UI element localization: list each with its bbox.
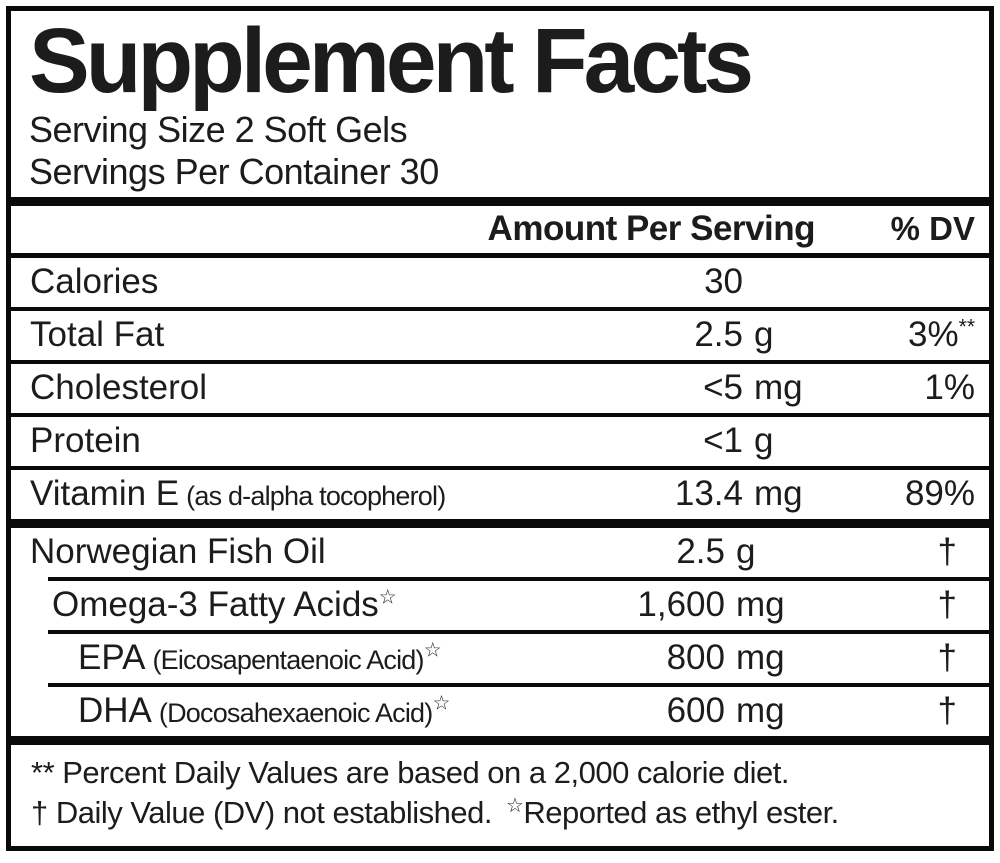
supplement-facts-panel: Supplement Facts Serving Size 2 Soft Gel… <box>6 6 994 851</box>
nutrient-label: Protein <box>11 421 623 461</box>
table-row-cholesterol: Cholesterol <5 mg 1% <box>11 364 989 413</box>
amount-unit: mg <box>736 585 785 625</box>
amount-value: 13.4 <box>674 474 743 514</box>
nutrient-label: Omega-3 Fatty Acids☆ <box>11 585 605 625</box>
row-divider-indented <box>48 629 989 634</box>
serving-size-text: Serving Size 2 Soft Gels <box>29 108 408 150</box>
nutrient-name: EPA <box>78 638 146 678</box>
nutrient-label: Calories <box>11 262 623 302</box>
footnote-daily-values: ** Percent Daily Values are based on a 2… <box>31 754 789 790</box>
star-footnote-marker: ☆ <box>378 586 397 609</box>
star-footnote-marker: ☆ <box>432 692 451 715</box>
table-row-norwegian-fish-oil: Norwegian Fish Oil 2.5 g † <box>11 528 989 577</box>
nutrient-name: Cholesterol <box>30 368 208 408</box>
amount-unit: mg <box>736 638 785 678</box>
nutrient-source-note: (Docosahexaenoic Acid) <box>158 698 433 729</box>
amount-value: 2.5 <box>694 315 743 355</box>
table-row-vitamin-e: Vitamin E (as d-alpha tocopherol) 13.4 mg… <box>11 470 989 519</box>
amount-unit: g <box>754 315 774 355</box>
nutrient-name: Omega-3 Fatty Acids <box>52 585 379 625</box>
star-footnote-marker: ☆ <box>423 639 442 662</box>
footnote-dagger-text: † Daily Value (DV) not established. <box>31 794 492 830</box>
dagger-symbol: † <box>937 638 957 678</box>
daily-value-text: 1% <box>924 368 975 408</box>
row-divider <box>11 412 989 417</box>
table-row-omega-3: Omega-3 Fatty Acids☆ 1,600 mg † <box>11 581 989 630</box>
nutrient-name: Norwegian Fish Oil <box>30 532 326 572</box>
star-footnote-marker: ☆ <box>505 794 524 817</box>
daily-value: † <box>797 691 989 731</box>
row-divider <box>11 465 989 470</box>
table-row-calories: Calories 30 <box>11 258 989 307</box>
amount-value: 800 <box>666 638 725 678</box>
dagger-symbol: † <box>937 691 957 731</box>
daily-value: 3%** <box>815 315 989 355</box>
percent-dv-header: % DV <box>890 210 975 248</box>
row-divider <box>11 306 989 311</box>
nutrient-name: Calories <box>30 262 159 302</box>
row-divider-indented <box>48 682 989 687</box>
daily-value-text: 89% <box>904 474 975 514</box>
nutrient-source-note: (Eicosapentaenoic Acid) <box>152 645 424 676</box>
amount-unit: g <box>736 532 756 572</box>
amount-per-serving-header: Amount Per Serving <box>487 209 816 249</box>
nutrient-name: Protein <box>30 421 141 461</box>
footnote-star-text: Reported as ethyl ester. <box>523 794 839 830</box>
amount-value: 30 <box>704 262 743 302</box>
nutrient-label: DHA (Docosahexaenoic Acid)☆ <box>11 691 605 731</box>
amount-unit: g <box>754 421 774 461</box>
footnote-dagger-and-star: † Daily Value (DV) not established. ☆Repo… <box>31 793 975 833</box>
nutrient-label: Cholesterol <box>11 368 623 408</box>
nutrient-label: Norwegian Fish Oil <box>11 532 605 572</box>
table-row-dha: DHA (Docosahexaenoic Acid)☆ 600 mg † <box>11 687 989 736</box>
nutrient-name: Vitamin E <box>30 474 180 514</box>
amount-unit: mg <box>754 368 803 408</box>
row-divider-indented <box>48 576 989 581</box>
thick-divider-top <box>11 196 989 206</box>
amount-value: 1,600 <box>637 585 725 625</box>
servings-per-container-text: Servings Per Container 30 <box>29 150 439 192</box>
amount-unit: mg <box>736 691 785 731</box>
amount-value: 600 <box>666 691 725 731</box>
page-title: Supplement Facts <box>29 10 754 112</box>
thick-divider-middle <box>11 518 989 528</box>
daily-value: 89% <box>815 474 989 514</box>
nutrient-name: DHA <box>78 691 152 731</box>
nutrient-name: Total Fat <box>30 315 165 355</box>
table-row-epa: EPA (Eicosapentaenoic Acid)☆ 800 mg † <box>11 634 989 683</box>
thick-divider-bottom <box>11 735 989 745</box>
title-block: Supplement Facts Serving Size 2 Soft Gel… <box>11 11 989 197</box>
amount-unit: mg <box>754 474 803 514</box>
daily-value-text: 3% <box>908 315 959 355</box>
nutrient-label: Total Fat <box>11 315 623 355</box>
nutrient-label: Vitamin E (as d-alpha tocopherol) <box>11 474 623 514</box>
daily-value: † <box>797 585 989 625</box>
table-row-protein: Protein <1 g <box>11 417 989 466</box>
nutrient-label: EPA (Eicosapentaenoic Acid)☆ <box>11 638 605 678</box>
amount-value: <5 <box>703 368 743 408</box>
daily-value: † <box>797 638 989 678</box>
daily-value: † <box>797 532 989 572</box>
table-row-total-fat: Total Fat 2.5 g 3%** <box>11 311 989 360</box>
footnotes-block: ** Percent Daily Values are based on a 2… <box>11 745 989 833</box>
footnote-marker-asterisks: ** <box>958 315 975 339</box>
table-header-row: Amount Per Serving % DV <box>11 206 989 258</box>
dagger-symbol: † <box>937 532 957 572</box>
row-divider <box>11 359 989 364</box>
amount-value: <1 <box>703 421 743 461</box>
amount-value: 2.5 <box>676 532 725 572</box>
dagger-symbol: † <box>937 585 957 625</box>
nutrient-source-note: (as d-alpha tocopherol) <box>186 481 446 512</box>
daily-value: 1% <box>815 368 989 408</box>
